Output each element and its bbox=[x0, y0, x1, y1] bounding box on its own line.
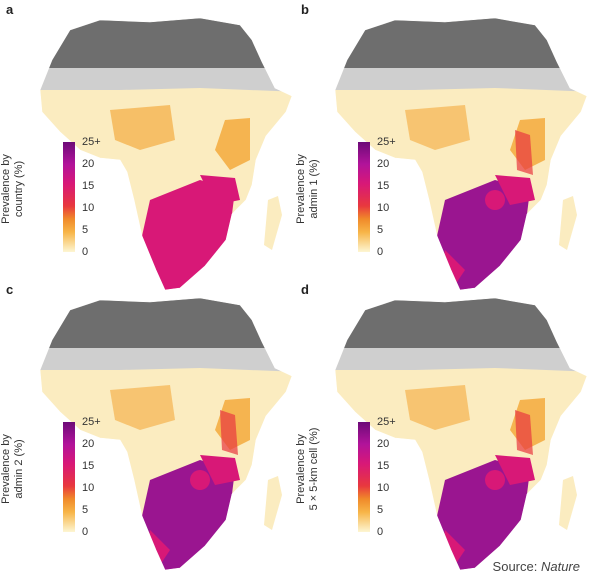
sahel-region bbox=[40, 348, 292, 372]
source-name: Nature bbox=[540, 559, 580, 574]
legend-tick: 0 bbox=[82, 246, 89, 258]
southern-high-region bbox=[142, 180, 235, 290]
legend-title-line1: Prevalence by bbox=[295, 154, 307, 224]
south-east-high-region bbox=[495, 175, 535, 205]
panel-letter: d bbox=[301, 282, 309, 297]
legend-tick: 10 bbox=[377, 202, 390, 214]
coastal-high-region bbox=[443, 250, 465, 285]
west-mid-region bbox=[405, 385, 470, 430]
panel-letter: a bbox=[6, 2, 14, 17]
legend-tick: 0 bbox=[377, 246, 384, 258]
west-mid-region bbox=[405, 105, 470, 150]
sahel-region bbox=[335, 68, 587, 92]
legend-title-line2: admin 2 (%) bbox=[13, 439, 25, 499]
southern-high-region bbox=[437, 460, 530, 570]
madagascar bbox=[559, 476, 577, 530]
hotspot bbox=[190, 470, 210, 490]
legend-tick: 5 bbox=[82, 504, 89, 516]
hotspot bbox=[485, 470, 505, 490]
source-prefix: Source: bbox=[492, 559, 541, 574]
south-east-high-region bbox=[200, 455, 240, 485]
map-panel-c: c 25+ 20 15 10 5 0 Prevalence by admin 2 (%) bbox=[0, 280, 300, 571]
legend-tick: 15 bbox=[377, 460, 390, 472]
map-panel-d: d 25+ 20 15 10 5 0 Prevalence by 5 × 5-km cell… bbox=[295, 280, 595, 571]
legend-tick: 25+ bbox=[377, 416, 396, 428]
north-africa-region bbox=[40, 18, 292, 70]
legend-title: Prevalence by admin 1 (%) bbox=[295, 124, 321, 254]
africa-map bbox=[39, 17, 293, 291]
legend-tick: 15 bbox=[82, 180, 95, 192]
color-scale-bar bbox=[358, 422, 370, 532]
color-scale-bar bbox=[63, 142, 75, 252]
lake-mid-region bbox=[515, 410, 533, 455]
map-panel-b: b 25+ 20 15 10 5 0 Prevalence by admin 1 (%) bbox=[295, 0, 595, 291]
legend-tick: 20 bbox=[377, 158, 390, 170]
legend-tick: 10 bbox=[82, 482, 95, 494]
panel-letter: c bbox=[6, 282, 14, 297]
south-east-high-region bbox=[200, 175, 240, 205]
legend-tick: 20 bbox=[82, 158, 95, 170]
legend-tick: 5 bbox=[82, 224, 89, 236]
southern-high-region bbox=[142, 460, 235, 570]
legend-tick: 25+ bbox=[377, 136, 396, 148]
legend-tick: 25+ bbox=[82, 136, 101, 148]
west-mid-region bbox=[110, 385, 175, 430]
map-panel-a: a 25+ 20 15 10 5 0 Prevalence by country (%) bbox=[0, 0, 300, 291]
africa-map bbox=[334, 17, 588, 291]
legend-title-line1: Prevalence by bbox=[0, 154, 12, 224]
madagascar bbox=[264, 476, 282, 530]
madagascar bbox=[264, 196, 282, 250]
legend-title-line2: country (%) bbox=[13, 160, 25, 218]
color-scale-bar bbox=[63, 422, 75, 532]
legend-tick: 15 bbox=[82, 460, 95, 472]
north-africa-region bbox=[335, 298, 587, 350]
east-mid-region bbox=[215, 118, 250, 170]
legend-title: Prevalence by 5 × 5-km cell (%) bbox=[295, 404, 321, 534]
legend-title-line1: Prevalence by bbox=[0, 434, 12, 504]
legend-tick: 0 bbox=[82, 526, 89, 538]
sahel-region bbox=[40, 68, 292, 92]
madagascar bbox=[559, 196, 577, 250]
southern-high-region bbox=[437, 180, 530, 290]
north-africa-region bbox=[40, 298, 292, 350]
legend-tick: 10 bbox=[377, 482, 390, 494]
sahel-region bbox=[335, 348, 587, 372]
legend-tick: 10 bbox=[82, 202, 95, 214]
legend-title-line2: admin 1 (%) bbox=[308, 159, 320, 219]
lake-mid-region bbox=[515, 130, 533, 175]
panel-letter: b bbox=[301, 2, 309, 17]
coastal-high-region bbox=[148, 530, 170, 565]
legend-title-line2: 5 × 5-km cell (%) bbox=[308, 427, 320, 511]
legend-title: Prevalence by admin 2 (%) bbox=[0, 404, 26, 534]
legend-tick: 25+ bbox=[82, 416, 101, 428]
coastal-high-region bbox=[443, 530, 465, 565]
africa-map bbox=[39, 297, 293, 571]
hotspot bbox=[485, 190, 505, 210]
legend-tick: 20 bbox=[377, 438, 390, 450]
legend-tick: 5 bbox=[377, 224, 384, 236]
africa-map bbox=[334, 297, 588, 571]
legend-tick: 15 bbox=[377, 180, 390, 192]
legend-tick: 5 bbox=[377, 504, 384, 516]
color-scale-bar bbox=[358, 142, 370, 252]
source-caption: Source: Nature bbox=[493, 559, 580, 574]
legend-tick: 20 bbox=[82, 438, 95, 450]
legend-tick: 0 bbox=[377, 526, 384, 538]
south-east-high-region bbox=[495, 455, 535, 485]
north-africa-region bbox=[335, 18, 587, 70]
legend-title-line1: Prevalence by bbox=[295, 434, 307, 504]
legend-title: Prevalence by country (%) bbox=[0, 124, 26, 254]
lake-mid-region bbox=[220, 410, 238, 455]
west-mid-region bbox=[110, 105, 175, 150]
